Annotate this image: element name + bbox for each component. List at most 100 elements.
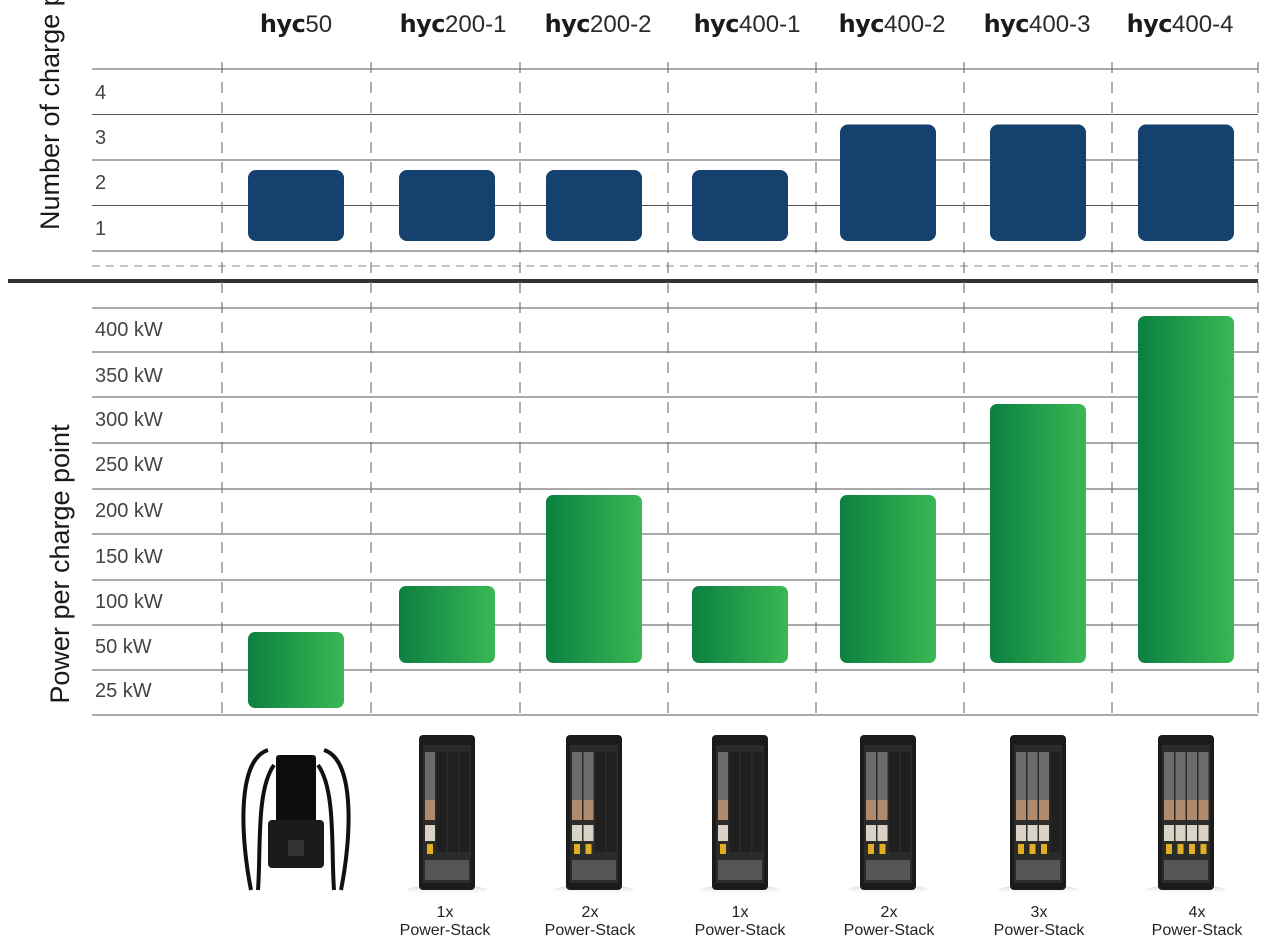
stack-count: 2x bbox=[581, 904, 599, 921]
cabinet-terminals bbox=[1164, 860, 1208, 880]
power-stack-module bbox=[866, 752, 876, 800]
power-bar bbox=[399, 586, 495, 663]
bottom-y-axis-title-text: Power per charge point bbox=[45, 424, 75, 704]
power-cabinet-icon bbox=[700, 735, 780, 895]
power-bar bbox=[546, 495, 642, 663]
stack-unit: Power-Stack bbox=[399, 922, 491, 939]
model-label: 400-1 bbox=[739, 11, 801, 38]
stack-count: 3x bbox=[1030, 904, 1048, 921]
empty-slot bbox=[741, 752, 751, 852]
power-stack-module bbox=[583, 825, 594, 841]
power-stack-fuse bbox=[1041, 844, 1047, 854]
power-cabinet-icon bbox=[407, 735, 487, 895]
power-stack-fuse bbox=[427, 844, 433, 854]
caption-hyc400-3: 3x Power-Stack bbox=[964, 904, 1114, 940]
power-stack-module bbox=[583, 800, 594, 820]
empty-slot bbox=[900, 752, 911, 852]
bottom-tick-label: 200 kW bbox=[95, 500, 163, 522]
charge-points-bar bbox=[248, 170, 344, 241]
stack-unit: Power-Stack bbox=[1151, 922, 1243, 939]
power-stack-fuse bbox=[1189, 844, 1195, 854]
bottom-tick-label: 350 kW bbox=[95, 365, 163, 387]
stack-unit: Power-Stack bbox=[694, 922, 786, 939]
brand-label: hyc bbox=[693, 10, 740, 38]
column-title-hyc50: hyc50 bbox=[246, 10, 346, 39]
power-bar bbox=[692, 586, 788, 663]
stack-unit: Power-Stack bbox=[843, 922, 935, 939]
model-label: 400-3 bbox=[1029, 11, 1091, 38]
empty-slot bbox=[889, 752, 899, 852]
power-stack-fuse bbox=[574, 844, 580, 854]
brand-label: hyc bbox=[544, 10, 591, 38]
bottom-tick-label: 50 kW bbox=[95, 636, 152, 658]
power-stack-module bbox=[1016, 752, 1026, 800]
stack-count: 1x bbox=[731, 904, 749, 921]
power-bar bbox=[840, 495, 936, 663]
power-stack-fuse bbox=[720, 844, 726, 854]
top-y-axis-title-text: Number of charge points bbox=[35, 0, 65, 230]
power-stack-module bbox=[1198, 752, 1209, 800]
power-cabinet-icon bbox=[848, 735, 928, 895]
stack-unit: Power-Stack bbox=[544, 922, 636, 939]
empty-slot bbox=[459, 752, 470, 852]
power-stack-fuse bbox=[1018, 844, 1024, 854]
brand-label: hyc bbox=[838, 10, 885, 38]
cabinet-terminals bbox=[866, 860, 910, 880]
model-label: 50 bbox=[305, 11, 333, 38]
brand-label: hyc bbox=[259, 10, 306, 38]
power-stack-module bbox=[718, 800, 728, 820]
power-stack-module bbox=[877, 800, 888, 820]
power-stack-module bbox=[1039, 800, 1049, 820]
model-label: 200-1 bbox=[445, 11, 507, 38]
power-stack-module bbox=[1016, 800, 1026, 820]
charge-points-bar bbox=[692, 170, 788, 241]
charge-points-bar bbox=[546, 170, 642, 241]
power-stack-module bbox=[718, 752, 728, 800]
top-tick-label: 1 bbox=[95, 218, 107, 240]
power-stack-module bbox=[718, 825, 728, 841]
stack-unit: Power-Stack bbox=[993, 922, 1085, 939]
empty-slot bbox=[448, 752, 458, 852]
power-stack-module bbox=[1164, 800, 1174, 820]
power-stack-module bbox=[1175, 825, 1186, 841]
charge-points-bar bbox=[399, 170, 495, 241]
power-stack-module bbox=[572, 800, 582, 820]
empty-slot bbox=[729, 752, 740, 852]
empty-slot bbox=[606, 752, 617, 852]
power-stack-module bbox=[1187, 752, 1197, 800]
power-stack-module bbox=[572, 752, 582, 800]
power-stack-module bbox=[1175, 752, 1186, 800]
power-stack-fuse bbox=[1166, 844, 1172, 854]
power-stack-module bbox=[1039, 752, 1049, 800]
bottom-tick-label: 150 kW bbox=[95, 546, 163, 568]
cabinet-terminals bbox=[718, 860, 762, 880]
stack-count: 4x bbox=[1188, 904, 1206, 921]
top-tick-label: 3 bbox=[95, 127, 107, 149]
top-y-axis-title: Number of charge points bbox=[33, 0, 67, 230]
charge-points-bar bbox=[1138, 124, 1234, 241]
top-tick-label: 4 bbox=[95, 82, 107, 104]
power-stack-module bbox=[866, 825, 876, 841]
power-bar bbox=[1138, 316, 1234, 663]
power-stack-module bbox=[1164, 825, 1174, 841]
power-stack-module bbox=[1175, 800, 1186, 820]
bars bbox=[248, 124, 1234, 708]
power-stack-module bbox=[1164, 752, 1174, 800]
column-title-hyc400-2: hyc400-2 bbox=[822, 10, 962, 39]
column-title-hyc200-1: hyc200-1 bbox=[383, 10, 523, 39]
power-stack-module bbox=[1027, 800, 1038, 820]
model-label: 200-2 bbox=[590, 11, 652, 38]
power-stack-module bbox=[572, 825, 582, 841]
power-stack-fuse bbox=[1029, 844, 1036, 854]
power-stack-module bbox=[1039, 825, 1049, 841]
power-stack-module bbox=[877, 825, 888, 841]
caption-hyc200-1: 1x Power-Stack bbox=[370, 904, 520, 940]
power-cabinet-icon bbox=[1146, 735, 1226, 895]
column-title-hyc200-2: hyc200-2 bbox=[528, 10, 668, 39]
stack-count: 1x bbox=[436, 904, 454, 921]
power-stack-module bbox=[1187, 825, 1197, 841]
column-title-hyc400-3: hyc400-3 bbox=[967, 10, 1107, 39]
power-stack-module bbox=[1198, 825, 1209, 841]
